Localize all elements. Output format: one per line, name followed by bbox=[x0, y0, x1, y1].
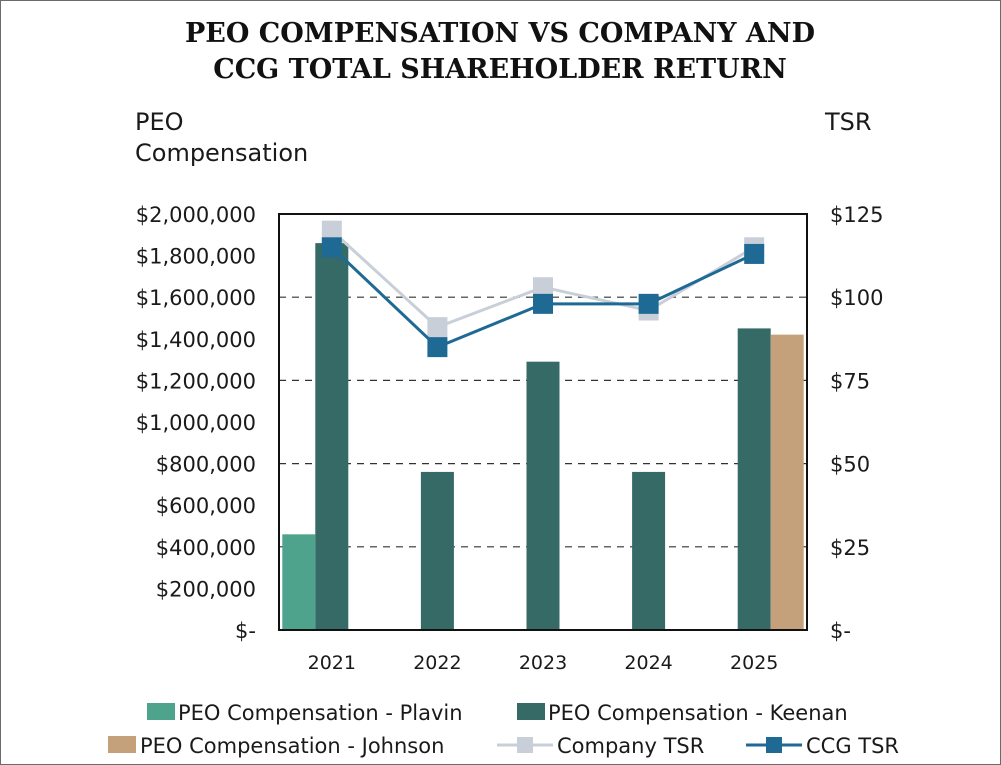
point-company-tsr-2021 bbox=[321, 220, 342, 241]
legend-item-company-tsr: Company TSR bbox=[497, 734, 704, 758]
left-tick-label: $- bbox=[235, 619, 256, 643]
left-axis-ticks: $2,000,000 $1,800,000 $1,600,000 $1,400,000… bbox=[136, 203, 256, 643]
right-tick-label: $100 bbox=[830, 286, 883, 310]
right-tick-label: $- bbox=[830, 619, 851, 643]
point-ccg-tsr-2025 bbox=[744, 243, 765, 264]
category-label-2024: 2024 bbox=[624, 652, 672, 674]
legend-item-johnson: PEO Compensation - Johnson bbox=[108, 734, 444, 758]
category-label-2023: 2023 bbox=[519, 652, 567, 674]
category-label-2025: 2025 bbox=[730, 652, 778, 674]
legend-label-johnson: PEO Compensation - Johnson bbox=[140, 734, 444, 758]
right-tick-label: $125 bbox=[830, 203, 883, 227]
left-tick-label: $800,000 bbox=[156, 453, 256, 477]
point-company-tsr-2022 bbox=[427, 317, 448, 338]
legend-label-ccg-tsr: CCG TSR bbox=[806, 734, 899, 758]
chart-title-line1: PEO COMPENSATION VS COMPANY AND bbox=[185, 18, 815, 49]
point-ccg-tsr-2022 bbox=[427, 337, 448, 358]
legend-swatch-johnson bbox=[108, 736, 136, 753]
category-labels: 2021 2022 2023 2024 2025 bbox=[308, 652, 779, 674]
right-axis-title: TSR bbox=[824, 108, 872, 136]
left-axis-title-line1: PEO bbox=[135, 108, 184, 136]
left-tick-label: $400,000 bbox=[156, 536, 256, 560]
legend-marker-company-tsr bbox=[517, 737, 533, 753]
point-company-tsr-2023 bbox=[533, 277, 553, 298]
point-ccg-tsr-2023 bbox=[533, 293, 553, 314]
left-axis-title-line2: Compensation bbox=[135, 139, 308, 167]
left-tick-label: $1,800,000 bbox=[136, 245, 256, 269]
legend-swatch-keenan bbox=[517, 703, 545, 720]
legend-label-company-tsr: Company TSR bbox=[557, 734, 704, 758]
legend-item-plavin: PEO Compensation - Plavin bbox=[147, 701, 463, 725]
left-tick-label: $200,000 bbox=[156, 577, 256, 601]
bar-keenan-2023 bbox=[526, 361, 560, 630]
category-label-2022: 2022 bbox=[413, 652, 461, 674]
bar-keenan-2024 bbox=[632, 471, 666, 630]
chart-title-line2: CCG TOTAL SHAREHOLDER RETURN bbox=[213, 54, 787, 85]
legend-label-keenan: PEO Compensation - Keenan bbox=[548, 701, 848, 725]
legend: PEO Compensation - Plavin PEO Compensati… bbox=[108, 701, 899, 758]
left-tick-label: $600,000 bbox=[156, 494, 256, 518]
bar-plavin-2021 bbox=[282, 534, 316, 630]
bar-keenan-2025 bbox=[737, 328, 771, 630]
left-tick-label: $2,000,000 bbox=[136, 203, 256, 227]
point-ccg-tsr-2024 bbox=[638, 293, 659, 314]
bar-keenan-2021 bbox=[315, 243, 349, 630]
legend-swatch-plavin bbox=[147, 703, 175, 720]
point-ccg-tsr-2021 bbox=[321, 237, 342, 258]
right-tick-label: $75 bbox=[830, 369, 870, 393]
bars bbox=[282, 243, 804, 630]
category-label-2021: 2021 bbox=[308, 652, 356, 674]
legend-item-keenan: PEO Compensation - Keenan bbox=[517, 701, 848, 725]
left-tick-label: $1,400,000 bbox=[136, 328, 256, 352]
right-axis-ticks: $125 $100 $75 $50 $25 $- bbox=[830, 203, 883, 643]
plot-area-border bbox=[278, 213, 808, 631]
right-tick-label: $25 bbox=[830, 536, 870, 560]
bar-keenan-2022 bbox=[420, 471, 454, 630]
legend-item-ccg-tsr: CCG TSR bbox=[746, 734, 899, 758]
tsr-lines bbox=[321, 220, 765, 358]
left-tick-label: $1,000,000 bbox=[136, 411, 256, 435]
left-tick-label: $1,200,000 bbox=[136, 369, 256, 393]
legend-marker-ccg-tsr bbox=[766, 737, 782, 753]
legend-label-plavin: PEO Compensation - Plavin bbox=[178, 701, 463, 725]
bar-johnson-2025 bbox=[770, 334, 804, 630]
right-tick-label: $50 bbox=[830, 453, 870, 477]
left-tick-label: $1,600,000 bbox=[136, 286, 256, 310]
